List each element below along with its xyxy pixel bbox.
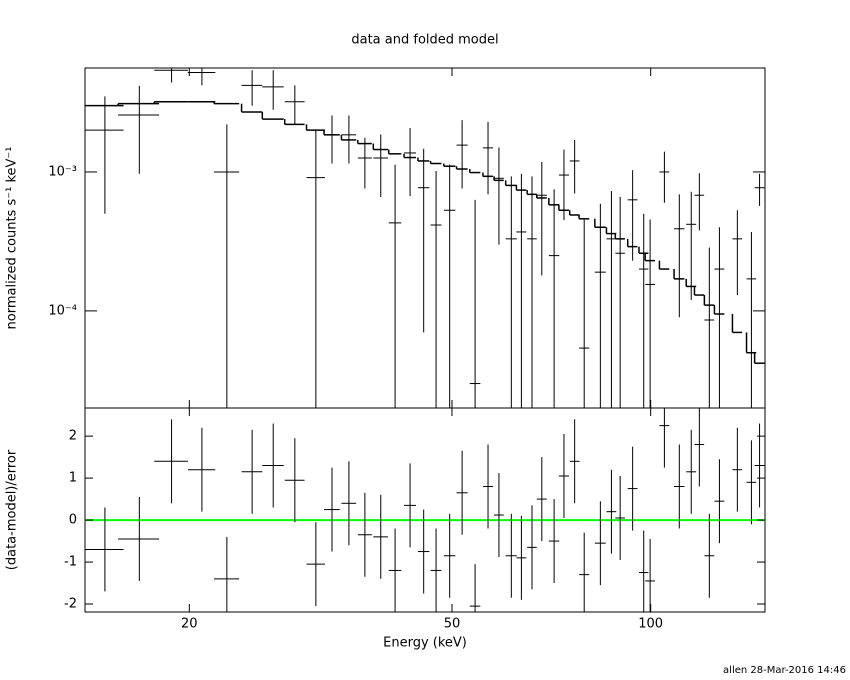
y-tick-label: -2: [64, 597, 77, 612]
chart-title: data and folded model: [351, 33, 498, 48]
plot-frame: [84, 67, 766, 409]
y-tick-label: 10⁻³: [48, 164, 77, 179]
y-tick-label: 0: [69, 513, 77, 528]
y-axis-label: normalized counts s⁻¹ keV⁻¹: [5, 147, 20, 330]
y-tick-label: 2: [69, 429, 77, 444]
y-tick-label: 10⁻⁴: [48, 303, 77, 318]
x-tick-label: 50: [444, 617, 461, 632]
x-axis-label: Energy (keV): [383, 636, 467, 651]
y-tick-label: 1: [69, 471, 77, 486]
y-axis-label: (data-model)/error: [5, 449, 20, 570]
plot-area: [85, 408, 765, 612]
x-tick-label: 100: [638, 617, 663, 632]
y-tick-label: -1: [64, 555, 77, 570]
plot-area: [85, 68, 765, 408]
footer: allen 28-Mar-2016 14:46: [723, 665, 846, 676]
plot-frame: [84, 407, 766, 613]
x-tick-label: 20: [181, 617, 198, 632]
